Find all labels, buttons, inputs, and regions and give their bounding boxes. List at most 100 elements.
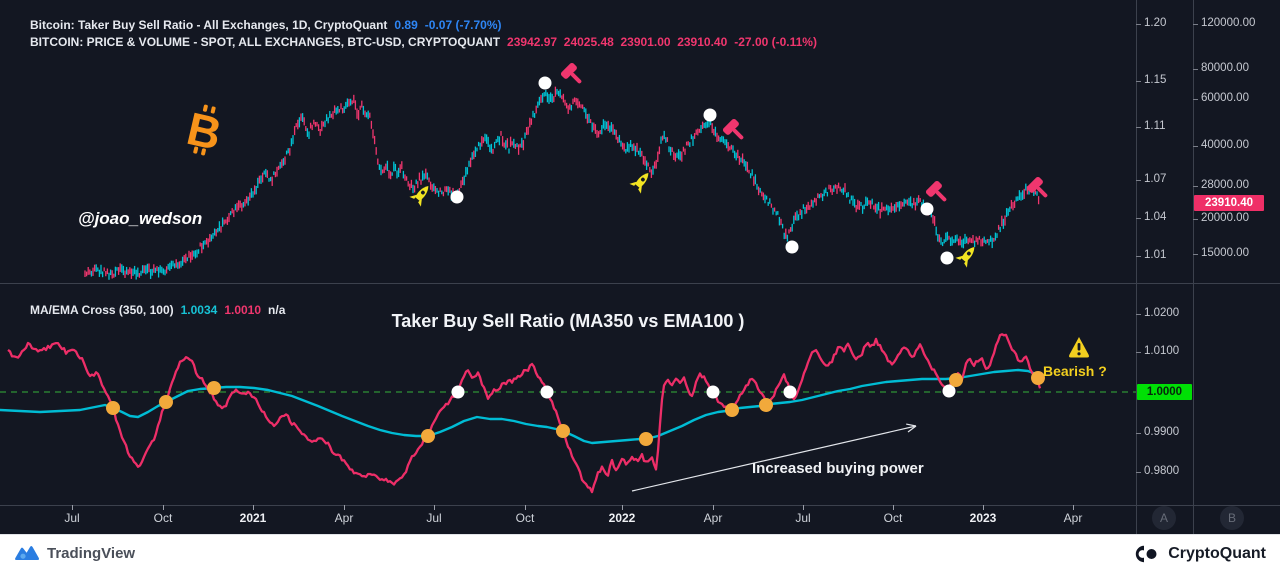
legend-ma-ema-label: MA/EMA Cross (350, 100): [30, 303, 174, 317]
signal-white-dot: [785, 240, 799, 254]
baseline-value-badge: 1.0000: [1137, 384, 1192, 400]
time-tick: [163, 505, 164, 510]
time-label: 2023: [969, 511, 997, 525]
legend-price-change: -27.00 (-0.11%): [734, 35, 817, 49]
legend-ma-ema-cross[interactable]: MA/EMA Cross (350, 100) 1.0034 1.0010 n/a: [10, 289, 292, 331]
price-axis-tick: [1193, 254, 1198, 255]
ratio-axis-label: 1.04: [1144, 211, 1167, 223]
cryptoquant-name: CryptoQuant: [1168, 544, 1266, 562]
time-tick: [713, 505, 714, 510]
cryptoquant-brand[interactable]: CryptoQuant: [1135, 545, 1266, 563]
ratio-axis-tick: [1136, 180, 1141, 181]
panel2-axis-tick: [1136, 314, 1141, 315]
ratio-axis-tick: [1136, 256, 1141, 257]
price-axis-label: 40000.00: [1201, 139, 1249, 151]
ma-cross-dot: [159, 395, 173, 409]
signal-white-dot: [942, 384, 956, 398]
author-watermark: @joao_wedson: [78, 209, 203, 228]
legend-ema-value: 1.0010: [224, 303, 262, 317]
ma-cross-dot: [421, 429, 435, 443]
ratio-axis-label: 1.15: [1144, 74, 1167, 86]
time-tick: [983, 505, 984, 510]
time-tick: [434, 505, 435, 510]
bearish-annotation: Bearish ?: [1043, 363, 1107, 379]
tradingview-icon: [15, 546, 40, 560]
time-tick: [344, 505, 345, 510]
time-label: Jul: [795, 511, 811, 525]
warning-icon: [1069, 337, 1089, 358]
legend-ma-value: 1.0034: [180, 303, 218, 317]
time-label: Jul: [426, 511, 442, 525]
legend-taker-ratio-value: 0.89: [394, 18, 418, 32]
footer-bar: TradingView CryptoQuant: [0, 534, 1280, 572]
ma-cross-dot: [725, 403, 739, 417]
time-label: Oct: [883, 511, 903, 525]
legend-taker-ratio[interactable]: Bitcoin: Taker Buy Sell Ratio - All Exch…: [10, 4, 508, 46]
signal-white-dot: [783, 385, 797, 399]
ratio-axis-tick: [1136, 24, 1141, 25]
time-tick: [525, 505, 526, 510]
ma-cross-dot: [759, 398, 773, 412]
panel2-title: Taker Buy Sell Ratio (MA350 vs EMA100 ): [391, 311, 745, 331]
time-tick: [622, 505, 623, 510]
signal-white-dot: [703, 108, 717, 122]
panel2-axis-tick: [1136, 472, 1141, 473]
time-label: 2021: [239, 511, 267, 525]
price-axis-label: 120000.00: [1201, 17, 1256, 29]
price-axis-tick: [1193, 24, 1198, 25]
panel2-axis-tick: [1136, 352, 1141, 353]
ma-cross-dot: [556, 424, 570, 438]
scale-b-button[interactable]: B: [1220, 506, 1244, 530]
signal-white-dot: [920, 202, 934, 216]
ratio-axis-label: 1.20: [1144, 17, 1167, 29]
ratio-axis-label: 1.11: [1144, 120, 1166, 132]
panel-divider[interactable]: [0, 283, 1280, 284]
time-label: 2022: [608, 511, 636, 525]
ratio-axis-tick: [1136, 218, 1141, 219]
price-axis-tick: [1193, 69, 1198, 70]
price-axis-label: 60000.00: [1201, 92, 1249, 104]
gavel-icon: [925, 180, 947, 202]
gavel-icon: [560, 62, 582, 84]
scale-a-button[interactable]: A: [1152, 506, 1176, 530]
tradingview-brand[interactable]: TradingView: [14, 545, 135, 562]
time-label: Apr: [1063, 511, 1083, 525]
rocket-icon: [955, 247, 975, 268]
price-axis-label: 15000.00: [1201, 247, 1249, 259]
legend-price-ohlc: 23942.97 24025.48 23901.00 23910.40: [507, 35, 728, 49]
ratio-axis-label: 1.01: [1144, 249, 1167, 261]
panel2-axis-tick: [1136, 433, 1141, 434]
rocket-icon: [409, 186, 429, 207]
ratio-axis-tick: [1136, 127, 1141, 128]
ma350-series: [0, 368, 1044, 445]
rocket-icon: [629, 173, 649, 194]
time-tick: [253, 505, 254, 510]
time-label: Oct: [515, 511, 535, 525]
gavel-icon: [1026, 176, 1048, 198]
legend-taker-ratio-change: -0.07 (-7.70%): [424, 18, 502, 32]
signal-white-dot: [451, 385, 465, 399]
price-axis-label: 28000.00: [1201, 179, 1249, 191]
legend-price-volume[interactable]: BITCOIN: PRICE & VOLUME - SPOT, ALL EXCH…: [10, 21, 824, 63]
price-axis-tick: [1193, 219, 1198, 220]
time-tick: [893, 505, 894, 510]
cryptoquant-icon: [1136, 545, 1157, 562]
series-plot: [0, 62, 1136, 494]
last-price-badge: 23910.40: [1194, 195, 1264, 211]
time-tick: [72, 505, 73, 510]
chart-canvas[interactable]: Bitcoin: Taker Buy Sell Ratio - All Exch…: [0, 0, 1280, 534]
signal-white-dot: [540, 385, 554, 399]
ma-cross-dot: [1031, 371, 1045, 385]
time-tick: [803, 505, 804, 510]
panel2-axis-label: 0.9900: [1144, 426, 1180, 438]
ma-cross-dot: [639, 432, 653, 446]
buying-power-annotation: Increased buying power: [752, 460, 924, 477]
signal-white-dot: [706, 385, 720, 399]
ratio-axis-label: 1.07: [1144, 173, 1167, 185]
ma-cross-dot: [106, 401, 120, 415]
btc-price-series: [84, 86, 1040, 280]
signal-white-dot: [538, 76, 552, 90]
signal-white-dot: [940, 251, 954, 265]
price-axis-tick: [1193, 146, 1198, 147]
